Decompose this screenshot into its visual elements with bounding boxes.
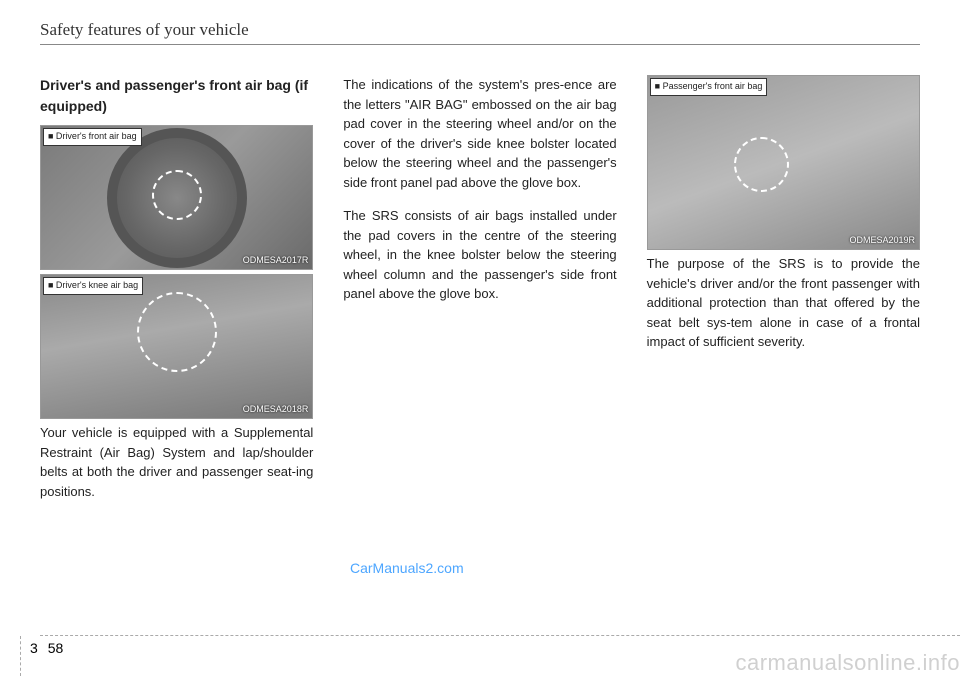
airbag-highlight-circle (137, 292, 217, 372)
watermark-carmanualsonline: carmanualsonline.info (735, 650, 960, 676)
section-title: Driver's and passenger's front air bag (… (40, 75, 313, 117)
content-columns: Driver's and passenger's front air bag (… (40, 75, 920, 515)
column-3: ■ Passenger's front air bag ODMESA2019R … (647, 75, 920, 515)
body-paragraph: The purpose of the SRS is to provide the… (647, 254, 920, 352)
body-paragraph: The SRS consists of air bags installed u… (343, 206, 616, 304)
column-2: The indications of the system's pres-enc… (343, 75, 616, 515)
manual-page: Safety features of your vehicle Driver's… (0, 0, 960, 676)
footer-dashed-line-vertical (20, 636, 21, 676)
figure-label: ■ Passenger's front air bag (650, 78, 768, 96)
figure-label: ■ Driver's front air bag (43, 128, 142, 146)
figure-label: ■ Driver's knee air bag (43, 277, 143, 295)
page-header: Safety features of your vehicle (40, 20, 920, 45)
figure-passenger-front-airbag: ■ Passenger's front air bag ODMESA2019R (647, 75, 920, 250)
figure-driver-front-airbag: ■ Driver's front air bag ODMESA2017R (40, 125, 313, 270)
figure-code: ODMESA2019R (849, 234, 915, 248)
page-num: 58 (48, 640, 64, 656)
airbag-highlight-circle (152, 170, 202, 220)
body-paragraph: The indications of the system's pres-enc… (343, 75, 616, 192)
watermark-carmanuals2: CarManuals2.com (350, 560, 464, 576)
column-1: Driver's and passenger's front air bag (… (40, 75, 313, 515)
chapter-number: 3 (30, 640, 38, 656)
figure-code: ODMESA2018R (243, 403, 309, 417)
body-paragraph: Your vehicle is equipped with a Suppleme… (40, 423, 313, 501)
footer-dashed-line (40, 635, 960, 636)
figure-code: ODMESA2017R (243, 254, 309, 268)
page-number: 3 58 (30, 640, 63, 656)
figure-driver-knee-airbag: ■ Driver's knee air bag ODMESA2018R (40, 274, 313, 419)
airbag-highlight-circle (734, 137, 789, 192)
